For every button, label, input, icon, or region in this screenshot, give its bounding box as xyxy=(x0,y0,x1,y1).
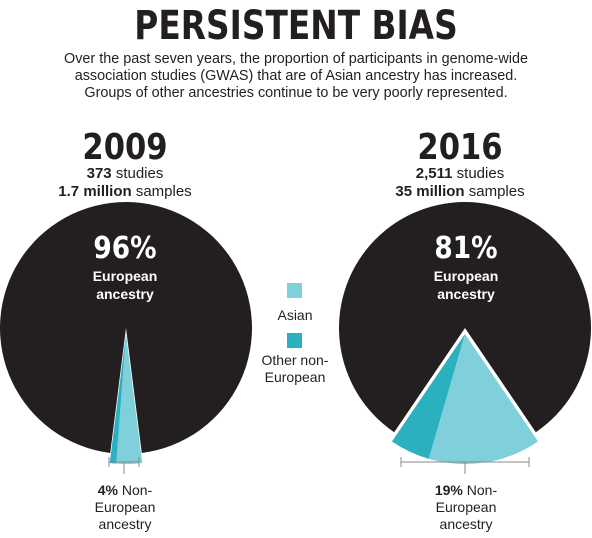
samples-count-2009: 1.7 million xyxy=(58,183,132,200)
meta-2009-studies: 373 studies xyxy=(25,165,225,183)
bracket-word-2009: Non- xyxy=(121,482,153,498)
bracket-label-2016-line2: European xyxy=(435,499,497,515)
slice-european-2009 xyxy=(0,202,252,454)
meta-2009-samples: 1.7 million samples xyxy=(25,183,225,201)
legend-swatch-other xyxy=(287,333,302,348)
subtitle-line-3: Groups of other ancestries continue to b… xyxy=(84,85,508,101)
bracket-label-2009-line2: European xyxy=(94,499,156,515)
bracket-percent-2009: 4% xyxy=(97,482,118,498)
bracket-label-2016-line3: ancestry xyxy=(439,516,493,532)
bracket-label-2009-line3: ancestry xyxy=(98,516,152,532)
studies-word-2009: studies xyxy=(115,165,164,182)
bracket-2016 xyxy=(400,457,530,474)
chart-subtitle: Over the past seven years, the proportio… xyxy=(20,51,572,102)
center-percent-2009: 96% xyxy=(93,231,157,266)
subtitle-line-1: Over the past seven years, the proportio… xyxy=(64,51,528,67)
center-label-2016-line2: ancestry xyxy=(437,286,495,302)
center-percent-2016: 81% xyxy=(434,231,498,266)
samples-word-2009: samples xyxy=(135,183,192,200)
center-label-2009-line1: European xyxy=(92,268,158,284)
legend-label-other-line1: Other non- xyxy=(261,352,329,368)
bracket-label-2009-line1: 4% Non- xyxy=(45,482,205,499)
bracket-label-2016-line1: 19% Non- xyxy=(386,482,546,499)
slice-other-2016 xyxy=(391,334,465,459)
year-2009: 2009 xyxy=(82,127,168,168)
bracket-percent-2016: 19% xyxy=(434,482,463,498)
legend-label-asian: Asian xyxy=(277,307,313,323)
center-label-2016-line1: European xyxy=(433,268,499,284)
chart-title: PERSISTENT BIAS xyxy=(134,3,458,49)
studies-word-2016: studies xyxy=(456,165,505,182)
subtitle-line-2: association studies (GWAS) that are of A… xyxy=(74,68,518,84)
bracket-2009 xyxy=(108,457,140,474)
slice-european-2016 xyxy=(339,201,592,433)
studies-count-2009: 373 xyxy=(86,165,112,182)
slice-asian-2009 xyxy=(116,334,143,464)
legend-label-other-line2: European xyxy=(264,369,326,385)
year-2016: 2016 xyxy=(417,127,503,168)
slice-other-2009 xyxy=(109,334,126,464)
samples-count-2016: 35 million xyxy=(395,183,465,200)
slice-asian-2016 xyxy=(428,334,539,465)
meta-2016-studies: 2,511 studies xyxy=(360,165,560,183)
legend-swatch-asian xyxy=(287,283,302,298)
studies-count-2016: 2,511 xyxy=(415,165,453,182)
bracket-word-2016: Non- xyxy=(466,482,498,498)
samples-word-2016: samples xyxy=(468,183,525,200)
center-label-2009-line2: ancestry xyxy=(96,286,154,302)
meta-2016-samples: 35 million samples xyxy=(360,183,560,201)
pie-2009 xyxy=(0,202,252,464)
pie-2016 xyxy=(339,201,592,465)
